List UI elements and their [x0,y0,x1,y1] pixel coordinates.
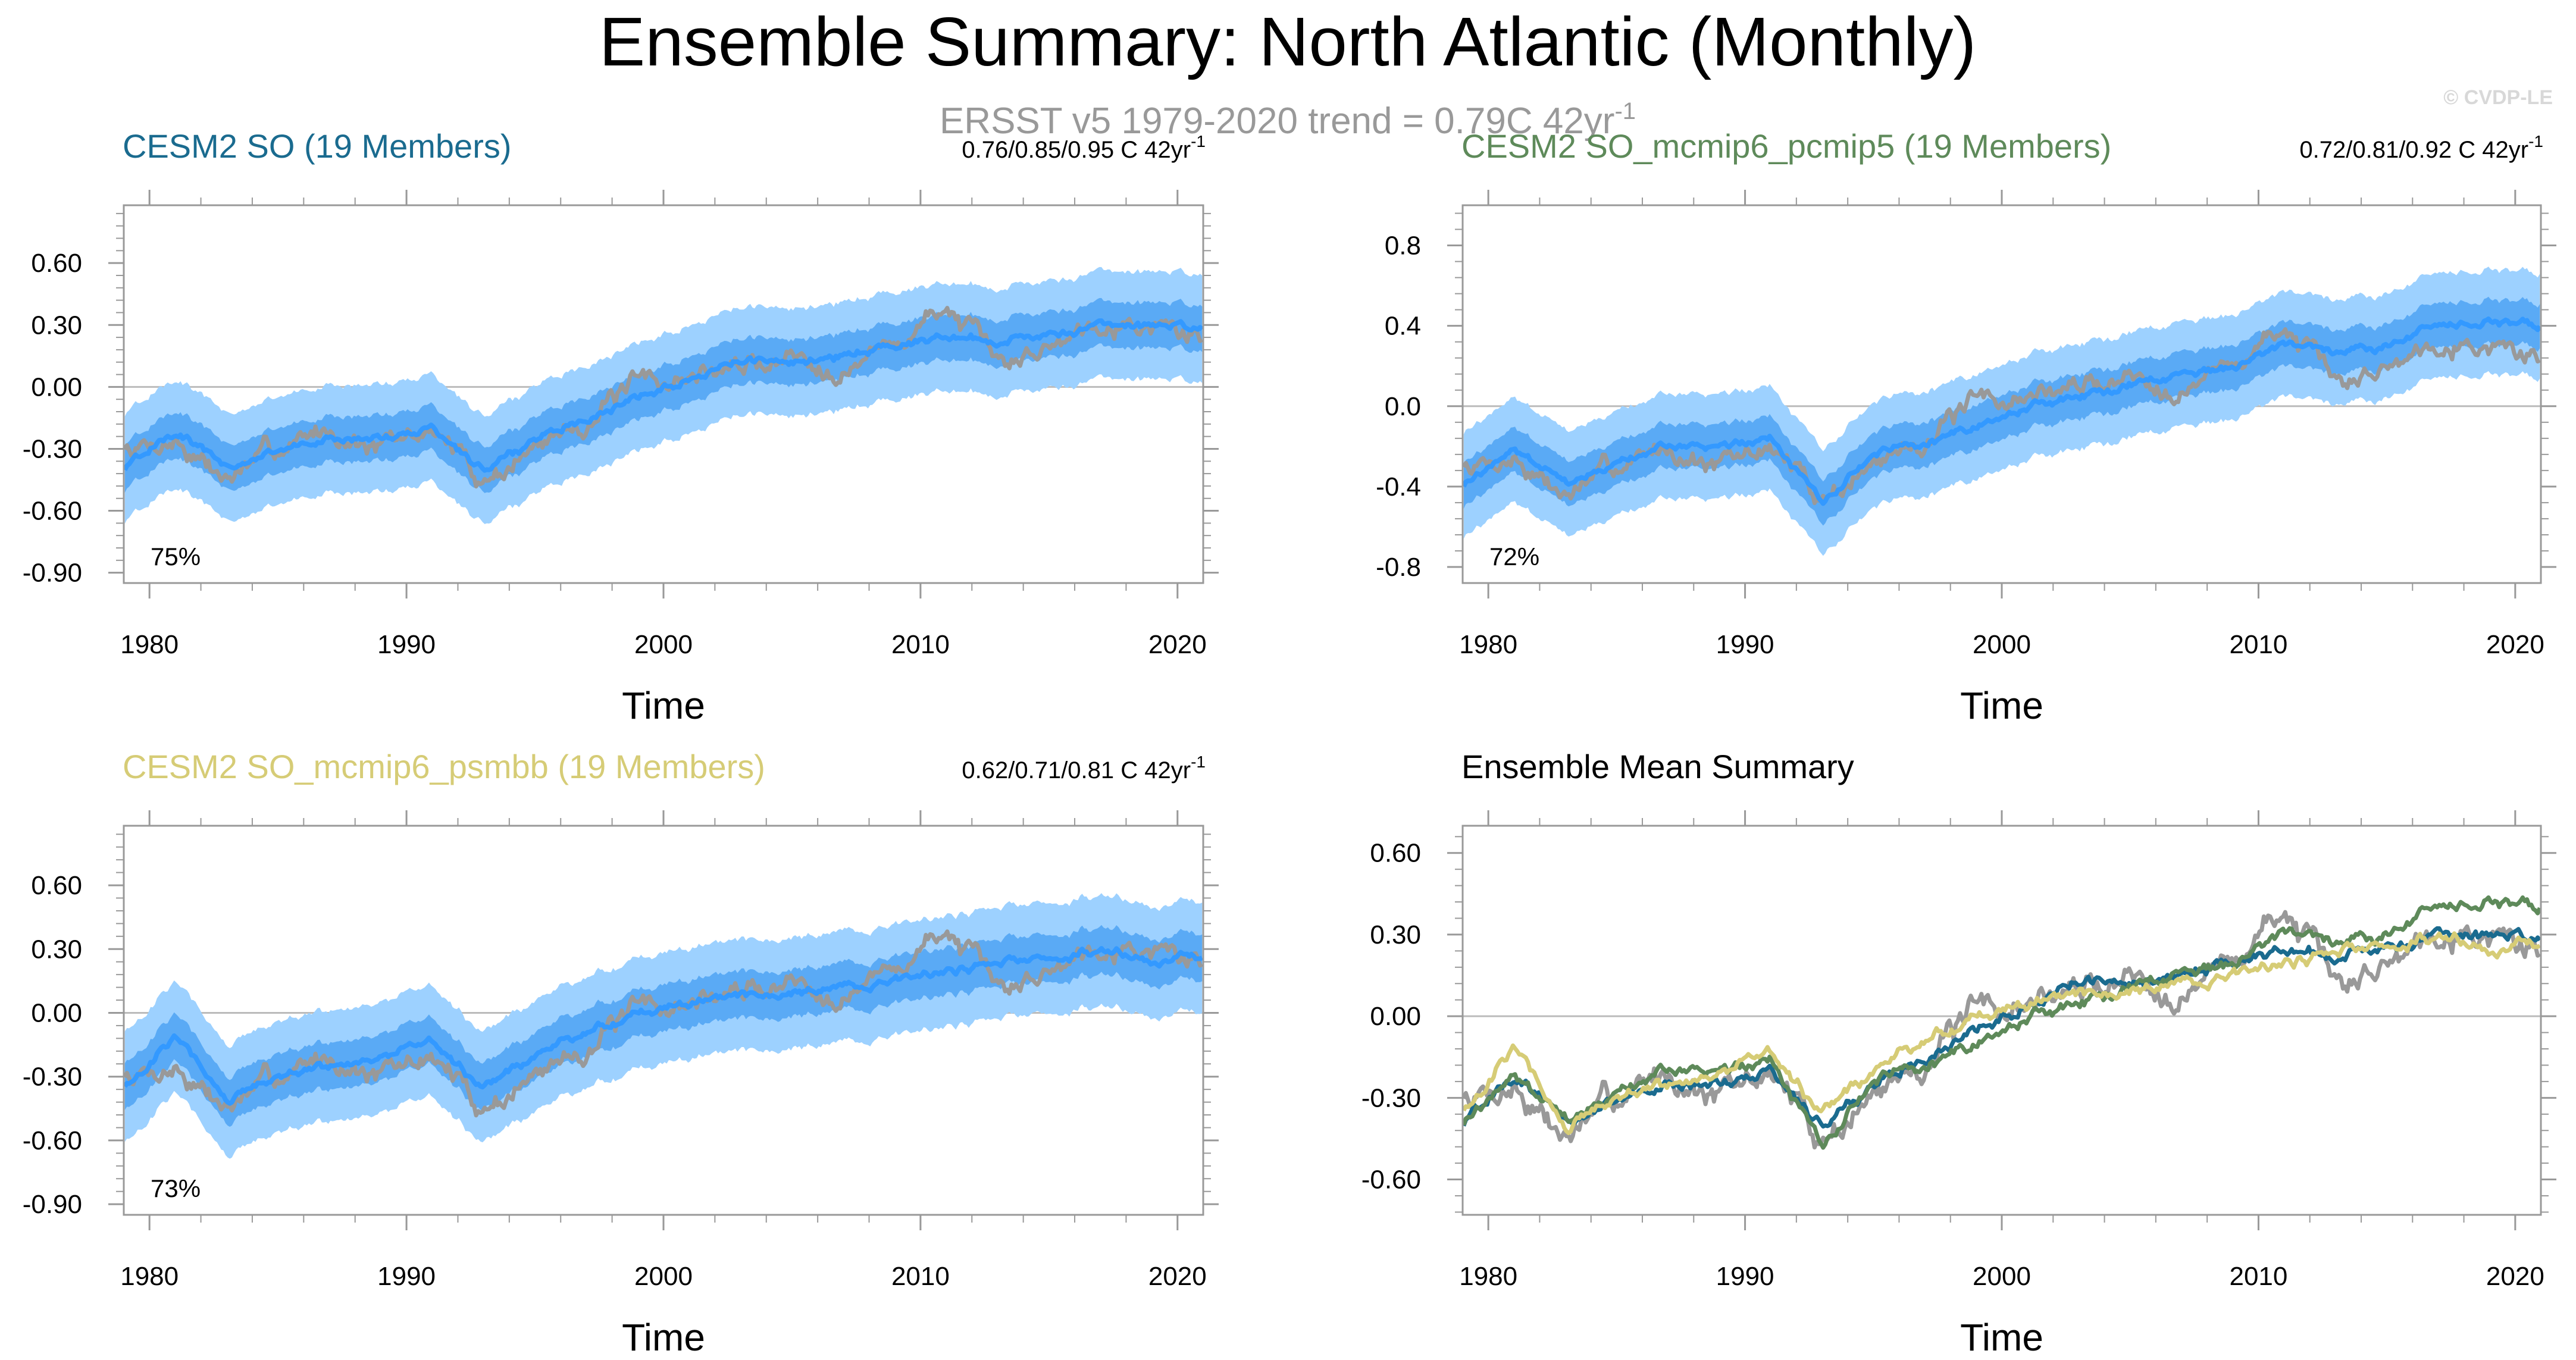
panel-title: CESM2 SO (19 Members) [123,127,512,165]
x-tick-label: 2020 [2486,1262,2544,1291]
y-tick-label: -0.60 [23,1126,82,1155]
x-axis-title: Time [622,684,705,727]
x-tick-label: 2010 [891,1262,950,1291]
x-tick-label: 1990 [1716,1262,1774,1291]
panel-4: Ensemble Mean Summary 0.60 0.30 0.00 -0.30 -0… [1361,748,2556,1359]
plot-frame [1461,825,2542,1216]
x-tick-label: 1980 [1459,630,1517,659]
trend-sup: -1 [1191,132,1206,151]
x-tick-label: 2020 [1148,1262,1207,1291]
figure-subtitle-sup: -1 [1614,98,1636,124]
trend-sup: -1 [1191,753,1206,771]
x-tick-label: 2000 [1973,630,2031,659]
x-tick-label: 2010 [891,630,950,659]
y-tick-label: -0.8 [1376,553,1421,582]
x-tick-label: 1990 [1716,630,1774,659]
x-tick-label: 1980 [120,630,179,659]
ensemble-iqr-band [124,297,1203,493]
y-tick-label: 0.4 [1385,312,1421,341]
panel-title: CESM2 SO_mcmip6_psmbb (19 Members) [123,748,765,785]
series-line-cesm2-so-mcmip6-pcmip5 [1463,895,2541,1150]
x-tick-label: 2020 [1148,630,1207,659]
y-tick-label: -0.60 [23,497,82,526]
figure-subtitle: ERSST v5 1979-2020 trend = 0.79C 42yr-1 [940,98,1636,142]
y-tick-label: -0.4 [1376,472,1421,502]
percent-label: 75% [151,543,201,571]
x-tick-label: 1980 [1459,1262,1517,1291]
panel-title: Ensemble Mean Summary [1461,748,1854,785]
x-tick-label: 1980 [120,1262,179,1291]
y-tick-label: -0.90 [23,559,82,588]
y-tick-label: 0.0 [1385,392,1421,421]
y-tick-label: -0.30 [1361,1083,1421,1113]
trend-text: 0.76/0.85/0.95 C 42yr-1 [962,132,1206,163]
y-tick-label: -0.30 [23,434,82,463]
x-axis-title: Time [1960,1316,2043,1359]
x-tick-label: 1990 [377,630,436,659]
y-tick-label: 0.00 [31,372,82,402]
y-tick-label: 0.30 [31,311,82,340]
ensemble-iqr-band [1463,296,2540,526]
panel-3: CESM2 SO_mcmip6_psmbb (19 Members) 0.62/0… [23,748,1219,1359]
trend-text: 0.62/0.71/0.81 C 42yr-1 [962,753,1206,784]
trend-value: 0.76/0.85/0.95 C 42yr [962,137,1191,163]
y-tick-label: 0.30 [1370,920,1421,950]
y-tick-label: 0.30 [31,935,82,964]
panel-2: CESM2 SO_mcmip6_pcmip5 (19 Members) 0.72/… [1376,127,2556,727]
trend-value: 0.62/0.71/0.81 C 42yr [962,757,1191,784]
panels-container: CESM2 SO (19 Members) 0.76/0.85/0.95 C 42… [23,127,2556,1359]
plot-area [1463,895,2541,1150]
panel-title: CESM2 SO_mcmip6_pcmip5 (19 Members) [1461,127,2111,165]
y-tick-label: -0.90 [23,1190,82,1219]
ensemble-mean-line [124,946,1203,1106]
percent-label: 72% [1489,543,1539,571]
x-tick-label: 1990 [377,1262,436,1291]
cvdp-watermark: © CVDP-LE [2443,86,2553,109]
figure-title: Ensemble Summary: North Atlantic (Monthl… [599,3,1976,80]
x-tick-label: 2010 [2229,1262,2287,1291]
y-tick-label: 0.00 [31,998,82,1027]
x-tick-label: 2020 [2486,630,2544,659]
plot-area [124,267,1203,524]
trend-value: 0.72/0.81/0.92 C 42yr [2299,137,2528,163]
x-tick-label: 2010 [2229,630,2287,659]
x-tick-label: 2000 [1973,1262,2031,1291]
panel-1: CESM2 SO (19 Members) 0.76/0.85/0.95 C 42… [23,127,1219,727]
x-axis-title: Time [1960,684,2043,727]
x-axis-title: Time [622,1316,705,1359]
ensemble-mean-line [1463,316,2541,506]
percent-label: 73% [151,1174,201,1202]
y-tick-label: 0.00 [1370,1002,1421,1031]
y-tick-label: -0.30 [23,1063,82,1092]
figure-subtitle-text: ERSST v5 1979-2020 trend = 0.79C 42yr [940,101,1615,142]
y-tick-label: -0.60 [1361,1165,1421,1195]
ensemble-mean-line [124,318,1203,473]
x-tick-label: 2000 [634,1262,693,1291]
trend-sup: -1 [2528,132,2543,151]
series-line-cesm2-so-mcmip6-psmbb [1463,931,2541,1135]
trend-text: 0.72/0.81/0.92 C 42yr-1 [2299,132,2543,163]
x-tick-label: 2000 [634,630,693,659]
y-tick-label: 0.60 [31,249,82,278]
y-tick-label: 0.60 [1370,839,1421,868]
y-tick-label: 0.60 [31,871,82,900]
plot-area [124,893,1203,1159]
y-tick-label: 0.8 [1385,231,1421,261]
plot-area [1463,267,2541,556]
